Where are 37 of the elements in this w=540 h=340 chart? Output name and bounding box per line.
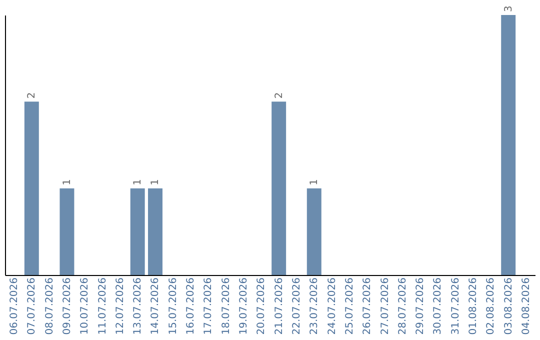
- data-label: 3: [503, 6, 514, 12]
- x-tick-label: 02.08.2026: [486, 278, 497, 335]
- x-tick-label: 01.08.2026: [468, 278, 480, 335]
- x-tick-label: 04.08.2026: [520, 278, 532, 335]
- data-label: 1: [309, 178, 320, 186]
- x-tick-label: 17.07.2026: [203, 278, 214, 335]
- x-tick-label: 24.07.2026: [326, 278, 338, 335]
- x-tick-label: 25.07.2026: [344, 278, 356, 335]
- x-tick-label: 15.07.2026: [168, 278, 179, 335]
- x-tick-label: 20.07.2026: [256, 278, 268, 335]
- x-tick-label: 27.07.2026: [380, 278, 391, 335]
- x-tick-label: 13.07.2026: [132, 278, 144, 335]
- x-tick-label: 26.07.2026: [362, 278, 374, 335]
- x-tick-label: 31.07.2026: [450, 278, 462, 335]
- data-label: 2: [274, 92, 285, 99]
- x-tick-label: 30.07.2026: [432, 278, 444, 335]
- x-tick-label: 07.07.2026: [26, 278, 38, 335]
- x-tick-label: 12.07.2026: [114, 278, 126, 335]
- x-tick-label: 16.07.2026: [186, 278, 197, 335]
- x-tick-label: 29.07.2026: [415, 278, 426, 335]
- x-tick-label: 09.07.2026: [62, 278, 73, 335]
- x-tick-label: 22.07.2026: [291, 278, 302, 335]
- x-tick-label: 23.07.2026: [309, 278, 320, 335]
- data-label: 2: [26, 92, 38, 99]
- x-tick-label: 10.07.2026: [80, 278, 91, 335]
- x-tick-label: 14.07.2026: [150, 278, 162, 335]
- x-tick-label: 11.07.2026: [97, 278, 108, 335]
- data-label: 1: [150, 178, 162, 186]
- x-tick-label: 03.08.2026: [503, 278, 514, 335]
- data-label: 1: [62, 178, 73, 186]
- x-tick-label: 06.07.2026: [9, 278, 20, 335]
- x-tick-label: 19.07.2026: [238, 278, 250, 335]
- x-tick-label: 18.07.2026: [220, 278, 232, 335]
- x-tick-label: 21.07.2026: [274, 278, 285, 335]
- data-label: 1: [132, 178, 144, 186]
- x-tick-label: 08.07.2026: [44, 278, 56, 335]
- x-tick-label: 28.07.2026: [397, 278, 408, 335]
